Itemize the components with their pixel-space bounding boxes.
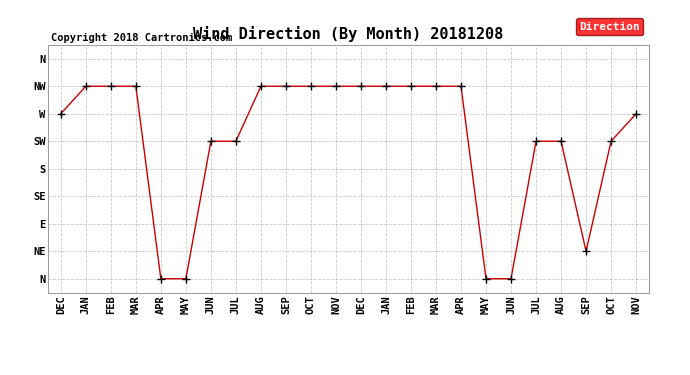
Text: Copyright 2018 Cartronics.com: Copyright 2018 Cartronics.com (51, 33, 233, 42)
Legend: Direction: Direction (575, 18, 643, 35)
Title: Wind Direction (By Month) 20181208: Wind Direction (By Month) 20181208 (193, 27, 504, 42)
